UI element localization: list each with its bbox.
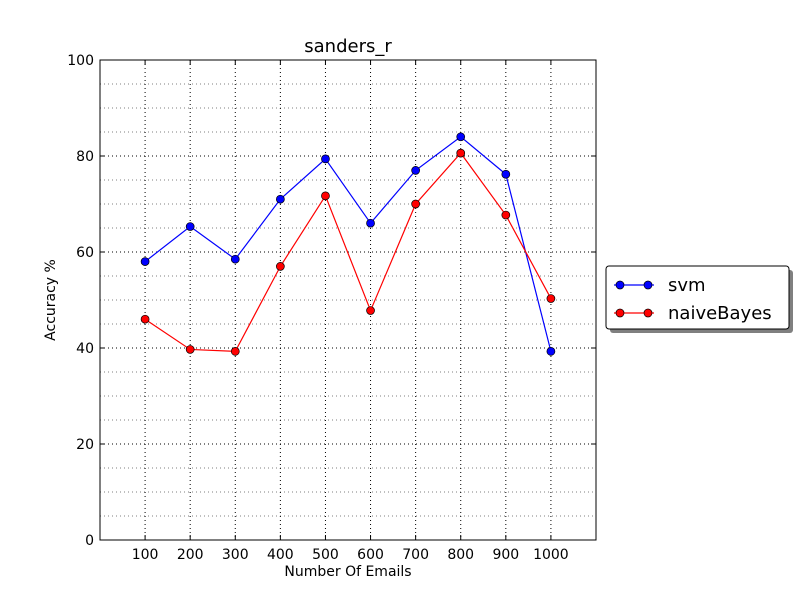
x-tick-label: 600: [357, 547, 384, 563]
data-point-svm: [411, 166, 420, 175]
x-axis-label: Number Of Emails: [284, 564, 411, 580]
data-point-naiveBayes: [501, 210, 511, 220]
x-tick-label: 400: [267, 547, 294, 563]
y-tick-label: 80: [76, 149, 94, 165]
data-point-naiveBayes: [456, 148, 466, 158]
x-tick-label: 1000: [533, 547, 569, 563]
legend-marker-svm: [643, 280, 653, 290]
x-tick-label: 700: [402, 547, 429, 563]
series-line-naiveBayes: [144, 152, 552, 352]
data-point-svm: [321, 154, 330, 164]
data-point-svm: [230, 254, 240, 264]
legend-marker-naiveBayes: [643, 308, 653, 318]
data-point-naiveBayes: [276, 262, 285, 271]
chart-title: sanders_r: [304, 36, 392, 57]
grid: [100, 60, 596, 540]
ticks: 0 20 40 60 80 100 100 200 300 400 500 600 700 800 900 1…: [67, 53, 596, 563]
x-tick-label: 800: [447, 547, 474, 563]
data-point-naiveBayes: [366, 306, 375, 315]
y-axis-label: Accuracy %: [43, 259, 59, 341]
y-tick-label: 60: [76, 245, 94, 261]
series-layer: [140, 132, 556, 356]
x-tick-label: 100: [132, 547, 159, 563]
series-line-svm: [144, 136, 552, 352]
x-tick-label: 300: [222, 547, 249, 563]
data-point-svm: [501, 169, 511, 179]
data-point-naiveBayes: [185, 345, 195, 354]
data-point-svm: [366, 218, 375, 228]
x-tick-label: 500: [312, 547, 339, 563]
x-tick-label: 900: [492, 547, 519, 563]
legend-marker-svm: [615, 280, 625, 290]
data-point-svm: [546, 347, 556, 356]
data-point-naiveBayes: [546, 294, 556, 303]
legend-label-svm: svm: [668, 275, 706, 296]
data-point-svm: [140, 257, 150, 266]
data-point-naiveBayes: [411, 199, 420, 209]
data-point-svm: [456, 132, 466, 142]
legend: svm naiveBayes: [605, 265, 793, 333]
y-tick-label: 100: [67, 53, 94, 69]
data-point-naiveBayes: [230, 347, 240, 356]
data-point-naiveBayes: [140, 314, 150, 324]
y-tick-label: 20: [76, 437, 94, 453]
plot-frame: [99, 59, 597, 541]
data-point-svm: [185, 222, 195, 231]
x-tick-label: 200: [177, 547, 204, 563]
legend-label-naiveBayes: naiveBayes: [668, 303, 772, 324]
y-tick-label: 0: [85, 533, 94, 549]
legend-marker-naiveBayes: [615, 308, 625, 318]
data-point-svm: [276, 194, 285, 204]
y-tick-label: 40: [76, 341, 94, 357]
data-point-naiveBayes: [321, 191, 330, 201]
